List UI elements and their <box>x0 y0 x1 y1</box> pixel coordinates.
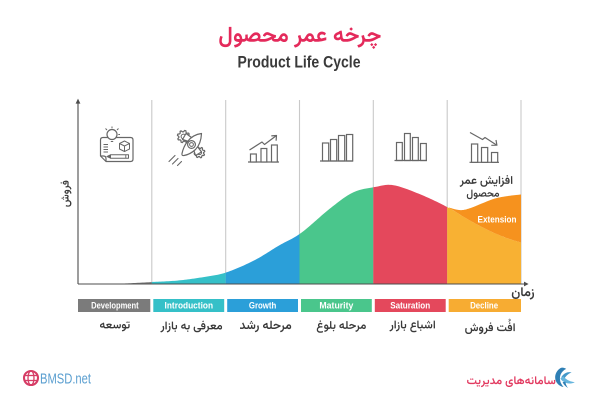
svg-text:Saturation: Saturation <box>390 301 430 311</box>
svg-text:Extension: Extension <box>478 215 517 226</box>
svg-text:BMSD.net: BMSD.net <box>40 371 91 387</box>
svg-text:Product Life Cycle: Product Life Cycle <box>238 54 361 72</box>
svg-text:Maturity: Maturity <box>319 301 354 311</box>
svg-text:Decline: Decline <box>470 301 498 311</box>
svg-text:Introduction: Introduction <box>165 301 214 311</box>
svg-text:Development: Development <box>91 301 139 311</box>
svg-text:Growth: Growth <box>249 301 277 311</box>
